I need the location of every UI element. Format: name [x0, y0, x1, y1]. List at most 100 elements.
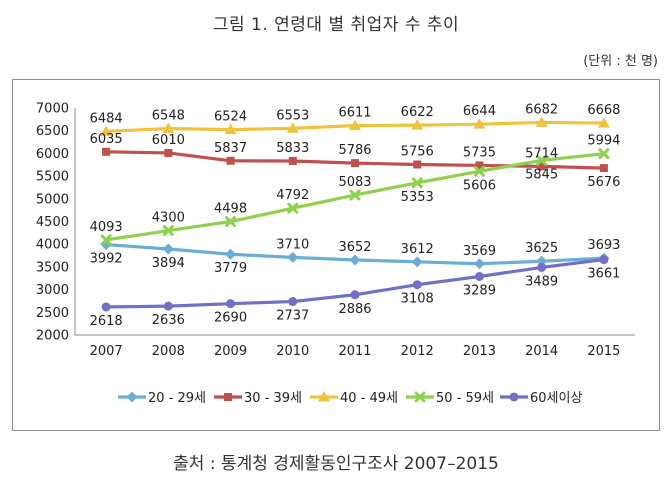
legend: 20 - 29세 30 - 39세 40 - 49세 50 - 59세 60세이상	[118, 391, 582, 406]
x-tick-label: 2014	[525, 344, 558, 359]
data-label: 6548	[152, 109, 185, 124]
x-tick-label: 2009	[214, 344, 247, 359]
data-label: 5676	[587, 175, 620, 190]
data-point	[473, 258, 485, 270]
x-tick-label: 2010	[276, 344, 309, 359]
source-note: 출처 : 통계청 경제활동인구조사 2007–2015	[173, 454, 499, 474]
data-label: 6010	[152, 133, 185, 148]
y-tick-label: 2500	[36, 306, 69, 321]
data-point	[288, 156, 297, 165]
legend-label: 50 - 59세	[436, 391, 494, 406]
data-label: 5756	[401, 144, 434, 159]
data-label: 2737	[276, 309, 309, 324]
x-tick-label: 2011	[338, 344, 371, 359]
data-point	[536, 154, 548, 166]
data-point	[597, 117, 610, 128]
data-label: 5735	[463, 145, 496, 160]
data-point	[537, 162, 546, 171]
data-point	[351, 159, 359, 168]
data-point	[287, 202, 299, 214]
data-point	[226, 299, 236, 309]
y-tick-labels: 2000 2500 3000 3500 4000 4500 5000 5500 6000 6500…	[36, 102, 69, 344]
data-label: 5837	[214, 141, 247, 156]
data-label: 5353	[401, 190, 434, 205]
data-point	[224, 123, 237, 135]
data-point	[162, 122, 175, 134]
data-point	[225, 216, 237, 228]
legend-marker	[509, 392, 519, 402]
x-tick-label: 2015	[587, 344, 620, 359]
data-label: 6611	[338, 106, 371, 121]
data-point	[163, 301, 173, 311]
data-label: 3289	[463, 283, 496, 298]
data-label: 2618	[90, 314, 123, 329]
data-point	[474, 271, 484, 281]
x-tick-label: 2013	[463, 344, 496, 359]
data-label: 4093	[90, 220, 123, 235]
legend-marker	[414, 391, 426, 403]
data-label: 3710	[276, 237, 309, 252]
data-label: 4792	[276, 188, 309, 203]
data-label: 5786	[338, 143, 371, 158]
data-label: 3661	[587, 267, 620, 282]
data-label: 6035	[90, 132, 123, 147]
data-label: 3489	[525, 274, 558, 289]
data-label: 6668	[587, 103, 620, 118]
y-tick-label: 5000	[36, 192, 69, 207]
y-tick-label: 3000	[36, 283, 69, 298]
data-point	[411, 256, 423, 268]
data-point	[349, 254, 361, 266]
x-tick-label: 2007	[90, 344, 123, 359]
legend-marker	[126, 391, 138, 403]
legend-label: 40 - 49세	[340, 391, 398, 406]
data-label: 2636	[152, 313, 185, 328]
legend-label: 60세이상	[530, 391, 582, 406]
data-label: 6622	[401, 105, 434, 120]
unit-note: (단위 : 천 명)	[583, 54, 658, 69]
x-tick-label: 2012	[401, 344, 434, 359]
data-point	[411, 119, 424, 130]
legend-marker	[318, 391, 330, 402]
data-label: 3779	[214, 261, 247, 276]
data-point	[535, 116, 548, 127]
data-point	[411, 177, 423, 189]
data-point	[473, 118, 486, 129]
x-tick-labels: 2007 2008 2009 2010 2011 2012 2013 2014 2015	[90, 344, 621, 359]
data-label: 3625	[525, 241, 558, 256]
data-point	[164, 148, 173, 157]
data-label: 2690	[214, 311, 247, 326]
data-point	[101, 302, 111, 312]
data-point	[162, 243, 174, 255]
data-label: 6644	[463, 104, 496, 119]
data-point	[350, 290, 360, 300]
data-point	[475, 161, 484, 170]
legend-label: 20 - 29세	[148, 391, 206, 406]
y-tick-label: 4500	[36, 215, 69, 230]
data-point	[162, 225, 174, 237]
data-point	[599, 164, 608, 173]
y-tick-label: 2000	[36, 329, 69, 344]
data-label: 2886	[338, 302, 371, 317]
data-labels: 3992 3894 3779 3710 3652 3612 3569 3625 3693 6035…	[90, 102, 621, 329]
data-label: 3612	[401, 242, 434, 257]
y-tick-label: 4000	[36, 238, 69, 253]
y-tick-label: 5500	[36, 170, 69, 185]
data-label: 5714	[525, 146, 558, 161]
data-label: 5833	[276, 141, 309, 156]
y-tick-label: 7000	[36, 102, 69, 117]
data-label: 3108	[401, 292, 434, 307]
y-tick-label: 3500	[36, 260, 69, 275]
data-label: 3992	[90, 252, 123, 267]
data-label: 6553	[276, 108, 309, 123]
y-tick-label: 6500	[36, 124, 69, 139]
data-point	[413, 160, 422, 169]
data-point	[100, 234, 112, 246]
data-point	[537, 262, 547, 272]
data-label: 6484	[90, 111, 123, 126]
data-label: 6524	[214, 110, 247, 125]
data-label: 4300	[152, 211, 185, 226]
data-point	[287, 251, 299, 263]
data-label: 5083	[338, 175, 371, 190]
data-point	[349, 189, 361, 201]
